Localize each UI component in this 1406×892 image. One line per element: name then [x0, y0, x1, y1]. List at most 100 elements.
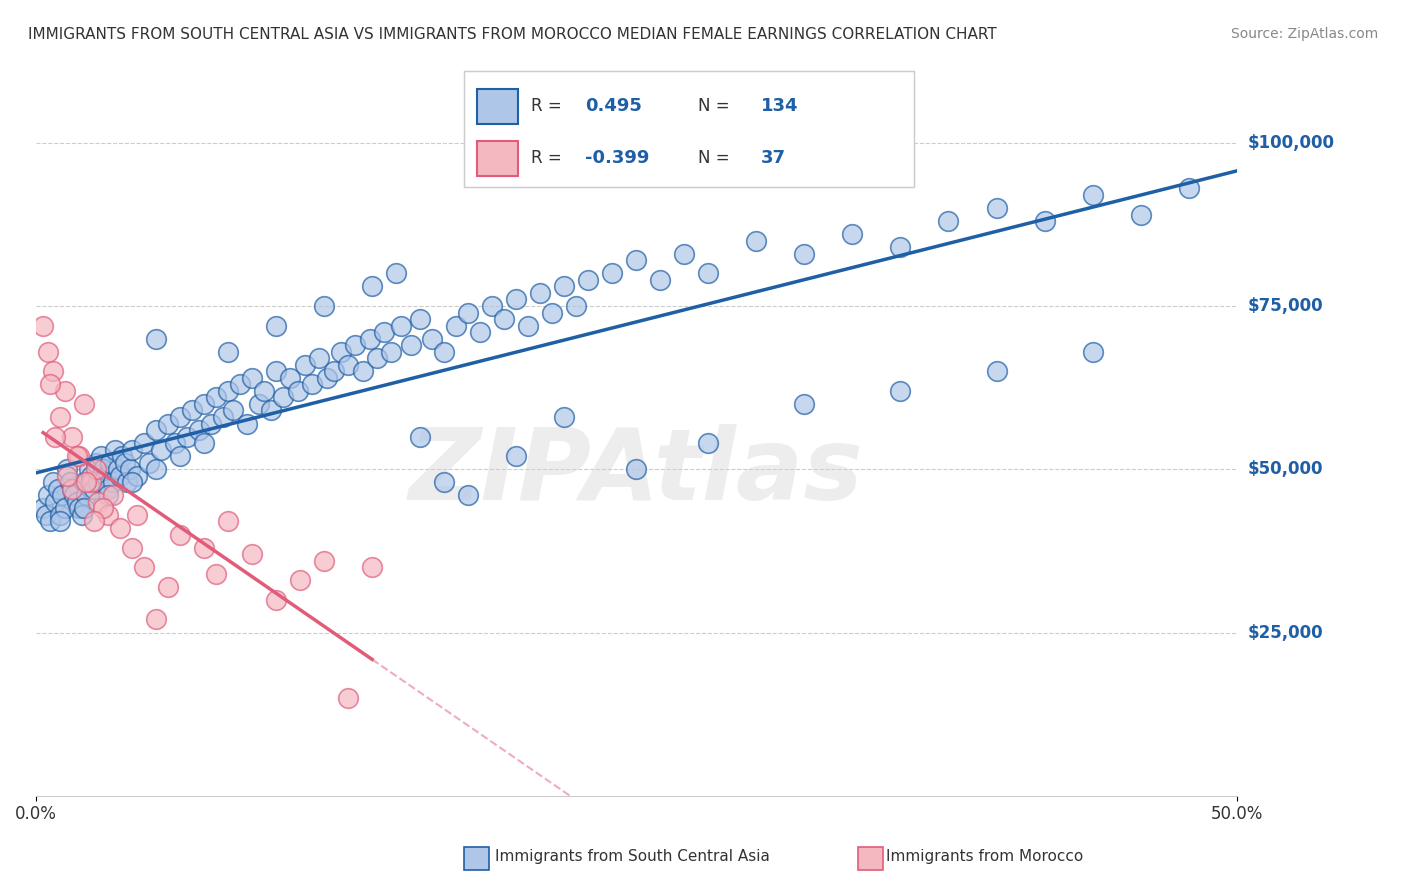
Point: [366, 351, 388, 366]
Point: [67, 501, 90, 516]
Point: [433, 475, 456, 490]
Point: [565, 299, 588, 313]
Point: [626, 253, 648, 268]
Point: [111, 449, 134, 463]
Point: [181, 403, 204, 417]
Point: [505, 293, 527, 307]
Point: [470, 325, 492, 339]
Point: [217, 384, 239, 398]
Point: [457, 488, 479, 502]
Point: [60, 482, 83, 496]
Point: [97, 508, 120, 522]
Point: [169, 527, 191, 541]
Point: [222, 403, 245, 417]
Point: [247, 397, 270, 411]
Text: -0.399: -0.399: [585, 149, 650, 168]
Point: [49, 409, 72, 424]
Point: [49, 515, 72, 529]
Text: IMMIGRANTS FROM SOUTH CENTRAL ASIA VS IMMIGRANTS FROM MOROCCO MEDIAN FEMALE EARN: IMMIGRANTS FROM SOUTH CENTRAL ASIA VS IM…: [28, 27, 997, 42]
Point: [373, 325, 395, 339]
Point: [145, 612, 167, 626]
Point: [301, 377, 323, 392]
Point: [169, 409, 191, 424]
Point: [314, 554, 336, 568]
Point: [42, 364, 65, 378]
Point: [280, 371, 302, 385]
Point: [1081, 344, 1104, 359]
Point: [39, 515, 62, 529]
Point: [697, 266, 720, 280]
Point: [399, 338, 422, 352]
Point: [380, 344, 402, 359]
Point: [344, 338, 367, 352]
Point: [229, 377, 252, 392]
Point: [87, 475, 110, 490]
Point: [32, 318, 55, 333]
Point: [84, 462, 107, 476]
Point: [67, 449, 90, 463]
Point: [264, 364, 287, 378]
Point: [938, 214, 960, 228]
Point: [205, 391, 228, 405]
Point: [156, 580, 179, 594]
Text: ZIPAtlas: ZIPAtlas: [409, 424, 863, 521]
Point: [97, 482, 120, 496]
Point: [288, 574, 311, 588]
Text: 0.495: 0.495: [585, 97, 643, 115]
Text: 134: 134: [761, 97, 799, 115]
Point: [529, 285, 551, 300]
Point: [121, 475, 143, 490]
Point: [271, 391, 294, 405]
Point: [60, 429, 83, 443]
Point: [73, 397, 96, 411]
Point: [889, 384, 911, 398]
Point: [240, 371, 263, 385]
Point: [409, 312, 432, 326]
Point: [481, 299, 503, 313]
Point: [75, 475, 97, 490]
Point: [51, 488, 73, 502]
Point: [650, 273, 672, 287]
Point: [75, 488, 97, 502]
Point: [352, 364, 374, 378]
Text: $50,000: $50,000: [1247, 460, 1323, 478]
Point: [145, 423, 167, 437]
Point: [193, 541, 215, 555]
Point: [236, 417, 259, 431]
Point: [745, 234, 768, 248]
Point: [626, 462, 648, 476]
Point: [149, 442, 172, 457]
Point: [121, 442, 143, 457]
Point: [494, 312, 516, 326]
Point: [457, 305, 479, 319]
Point: [66, 449, 89, 463]
Point: [90, 449, 112, 463]
Point: [889, 240, 911, 254]
Point: [361, 279, 384, 293]
Point: [1177, 181, 1199, 195]
Point: [42, 475, 65, 490]
Point: [125, 508, 148, 522]
Point: [94, 468, 117, 483]
Point: [37, 488, 59, 502]
Point: [444, 318, 467, 333]
Point: [294, 358, 316, 372]
Point: [253, 384, 276, 398]
Point: [841, 227, 863, 242]
Point: [793, 397, 815, 411]
Point: [58, 475, 80, 490]
Point: [217, 515, 239, 529]
Point: [145, 332, 167, 346]
Point: [46, 482, 69, 496]
Point: [37, 344, 59, 359]
Point: [87, 495, 110, 509]
Point: [337, 690, 360, 705]
Point: [212, 409, 235, 424]
Point: [77, 462, 100, 476]
Point: [83, 515, 105, 529]
Point: [385, 266, 408, 280]
Point: [107, 462, 129, 476]
Text: Immigrants from South Central Asia: Immigrants from South Central Asia: [495, 849, 770, 863]
Point: [673, 246, 696, 260]
Point: [389, 318, 412, 333]
